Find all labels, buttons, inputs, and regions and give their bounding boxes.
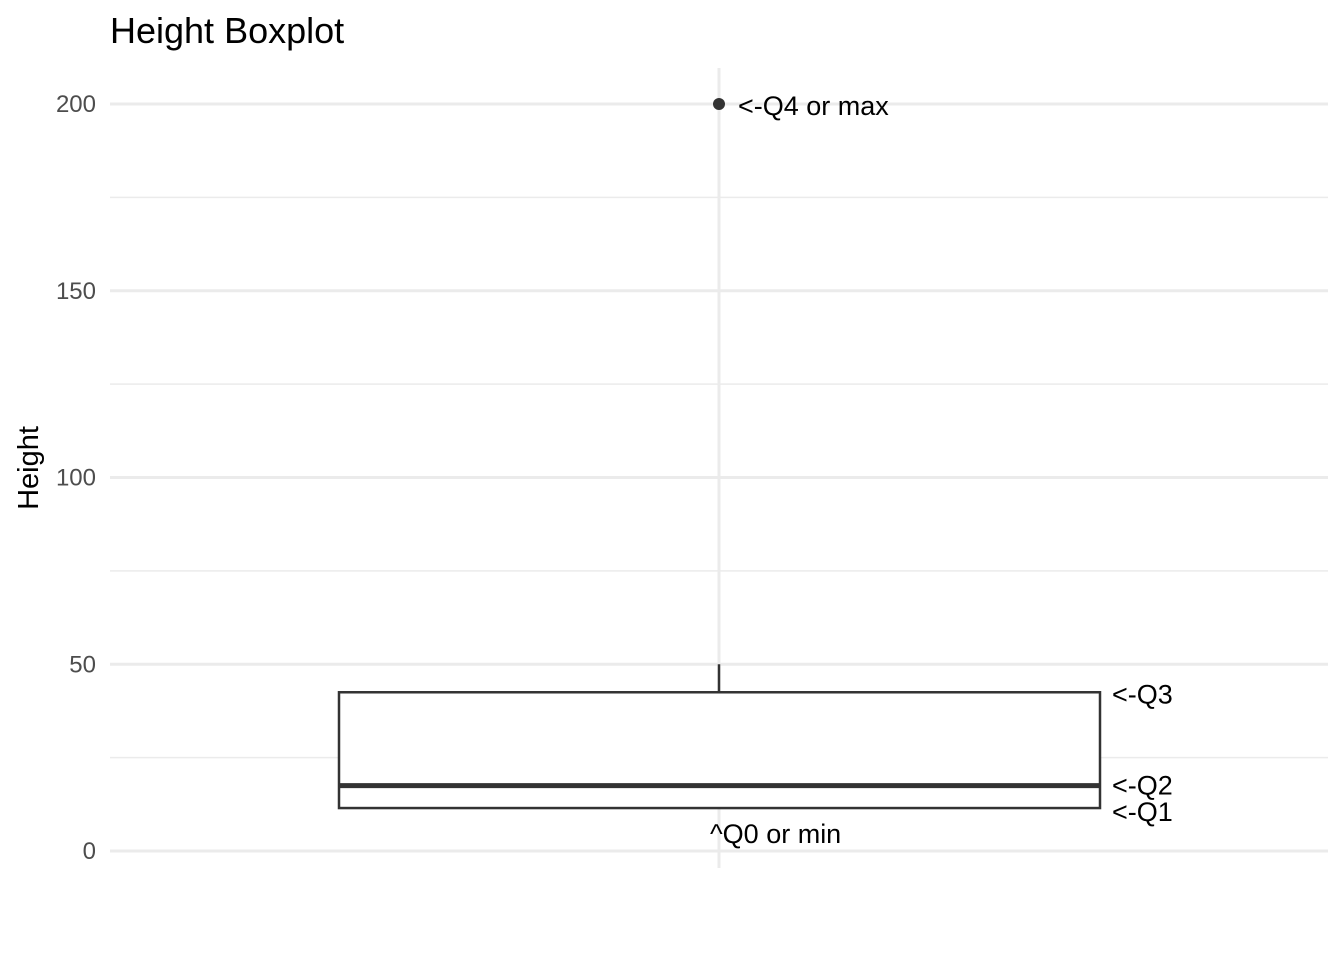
chart-title: Height Boxplot	[110, 10, 344, 51]
box-layer	[337, 98, 1102, 810]
y-tick-label: 50	[69, 651, 96, 678]
annotation-label: <-Q3	[1112, 679, 1173, 709]
y-tick-label: 150	[56, 278, 96, 305]
annotation-label: <-Q4 or max	[738, 91, 889, 121]
box-body	[337, 691, 1102, 810]
y-tick-label: 200	[56, 91, 96, 118]
annotation-label: ^Q0 or min	[710, 819, 841, 849]
outlier-point	[713, 98, 725, 110]
y-tick-labels: 0 50 100 150 200	[56, 91, 96, 865]
annotations: <-Q4 or max <-Q3 <-Q2<-Q1 ^Q0 or min	[710, 91, 1173, 849]
annotation-label: <-Q2	[1112, 771, 1173, 801]
y-tick-label: 0	[83, 838, 96, 865]
y-axis-label: Height	[13, 426, 45, 510]
y-tick-label: 100	[56, 465, 96, 492]
annotation-label: <-Q1	[1112, 797, 1173, 827]
